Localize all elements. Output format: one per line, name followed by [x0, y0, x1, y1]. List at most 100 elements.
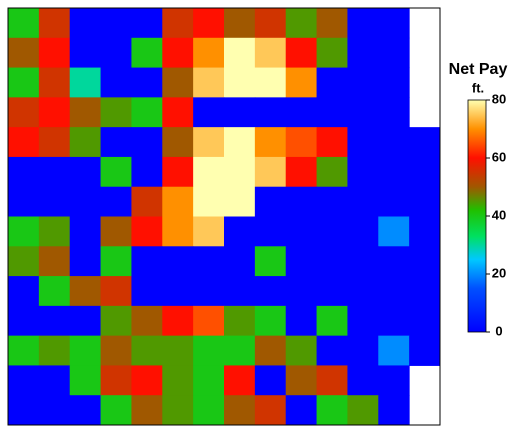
map-cell — [224, 127, 256, 158]
map-cell — [131, 67, 163, 98]
map-cell — [8, 67, 40, 98]
map-cell — [316, 246, 348, 277]
map-cell — [38, 127, 71, 158]
map-cell — [8, 305, 40, 337]
map-cell — [8, 395, 40, 426]
map-cell — [254, 186, 287, 217]
map-cell — [193, 305, 225, 337]
map-cell — [69, 305, 102, 337]
map-cell — [285, 37, 318, 69]
map-cell — [69, 395, 102, 426]
map-cell — [69, 335, 102, 366]
map-cell — [378, 305, 410, 337]
map-cell — [38, 335, 71, 366]
map-cell — [347, 395, 379, 426]
map-cell — [100, 335, 132, 366]
map-cell — [285, 276, 318, 307]
map-cell — [224, 395, 256, 426]
map-cell — [254, 37, 287, 69]
map-cell — [38, 186, 71, 217]
map-cell — [100, 8, 132, 39]
map-cell — [254, 395, 287, 426]
map-cell — [409, 216, 441, 247]
map-cell — [409, 246, 441, 277]
map-cell — [100, 127, 132, 158]
map-cell — [69, 276, 102, 307]
map-cell — [162, 365, 194, 396]
map-cell — [347, 246, 379, 277]
colorbar-tick-label: 40 — [492, 207, 506, 222]
map-cell — [131, 395, 163, 426]
map-cell — [316, 37, 348, 69]
map-cell — [378, 276, 410, 307]
map-cell — [409, 186, 441, 217]
map-cell — [162, 246, 194, 277]
map-cell — [347, 276, 379, 307]
map-cell — [193, 276, 225, 307]
colorbar-title: Net Pay — [449, 61, 508, 78]
map-cell — [193, 395, 225, 426]
map-cell — [193, 97, 225, 128]
map-cell — [69, 97, 102, 128]
map-cell — [254, 335, 287, 366]
colorbar-tick-label: 20 — [492, 265, 506, 280]
map-cell — [193, 67, 225, 98]
map-cell — [347, 8, 379, 39]
map-cell — [8, 246, 40, 277]
map-cell — [100, 37, 132, 69]
map-cell — [162, 276, 194, 307]
map-cell — [8, 127, 40, 158]
map-cell — [131, 8, 163, 39]
map-cell — [162, 216, 194, 247]
map-cell — [316, 216, 348, 247]
map-cell — [378, 365, 410, 396]
map-cell — [409, 127, 441, 158]
map-cell — [409, 335, 441, 366]
map-cell — [224, 186, 256, 217]
map-cell — [131, 37, 163, 69]
map-cell — [131, 156, 163, 188]
map-cell — [131, 335, 163, 366]
map-cell — [100, 156, 132, 188]
map-cell — [378, 8, 410, 39]
map-cell — [347, 156, 379, 188]
map-cell — [254, 8, 287, 39]
map-cell — [131, 97, 163, 128]
map-cell — [285, 67, 318, 98]
map-cell — [316, 305, 348, 337]
map-cell — [131, 365, 163, 396]
map-cell — [38, 67, 71, 98]
map-cell — [316, 365, 348, 396]
map-cell — [285, 395, 318, 426]
map-cell — [285, 246, 318, 277]
map-cell — [131, 305, 163, 337]
map-cell — [8, 37, 40, 69]
map-cell — [409, 276, 441, 307]
map-cell — [254, 365, 287, 396]
map-cell — [224, 305, 256, 337]
map-cell — [347, 216, 379, 247]
map-cell — [193, 37, 225, 69]
map-cell — [162, 186, 194, 217]
map-cell — [100, 186, 132, 217]
map-cell — [224, 335, 256, 366]
map-cell — [100, 276, 132, 307]
map-cell — [254, 305, 287, 337]
map-cell — [69, 156, 102, 188]
colorbar-tick-label: 60 — [492, 149, 506, 164]
colorbar-unit: ft. — [472, 80, 484, 95]
map-cell — [38, 37, 71, 69]
map-cell — [162, 8, 194, 39]
map-cell — [378, 97, 410, 128]
map-cell — [224, 37, 256, 69]
map-cell — [347, 335, 379, 366]
map-cell — [409, 305, 441, 337]
map-cell — [69, 67, 102, 98]
map-cell — [8, 216, 40, 247]
map-frame — [7, 7, 441, 426]
map-cell — [224, 97, 256, 128]
map-cell — [8, 365, 40, 396]
map-cell — [224, 67, 256, 98]
colorbar — [467, 99, 487, 333]
